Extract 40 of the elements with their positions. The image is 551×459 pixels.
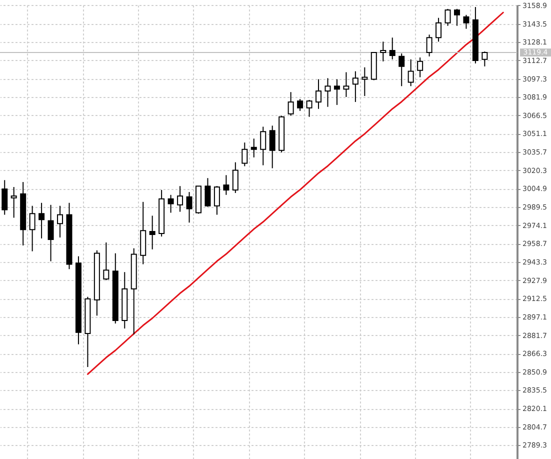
candlestick [482, 51, 488, 67]
candlestick [426, 34, 432, 57]
candlestick [362, 66, 368, 97]
candlestick [168, 194, 174, 214]
candlestick [408, 58, 414, 87]
candlestick [48, 204, 54, 262]
candlestick [38, 202, 45, 239]
candlestick [343, 72, 350, 98]
candlestick [223, 174, 230, 196]
candlestick [177, 186, 184, 212]
candlestick [444, 8, 451, 26]
candlestick [380, 41, 386, 62]
candlestick [288, 92, 294, 116]
candlestick [242, 142, 248, 167]
candlestick [2, 180, 8, 216]
candlestick [149, 215, 156, 250]
line-series [86, 12, 504, 375]
candlestick [436, 17, 442, 42]
candlestick [417, 56, 424, 78]
candlestick [297, 98, 304, 112]
candlestick [214, 186, 220, 216]
candlestick [334, 78, 340, 106]
candlestick [57, 205, 64, 238]
candlestick [232, 162, 238, 194]
candlestick [10, 186, 17, 218]
candlestick [260, 126, 266, 166]
candlestick [103, 242, 110, 281]
candlestick [29, 205, 36, 252]
candlestick [398, 52, 405, 87]
candlestick [352, 70, 358, 102]
candlestick [316, 78, 322, 110]
candlestick [250, 138, 257, 158]
candlestick [269, 125, 276, 169]
candlestick [324, 78, 331, 108]
candlestick [454, 8, 460, 26]
candlestick [186, 192, 192, 224]
candlestick [204, 178, 211, 208]
candlestick [463, 14, 470, 30]
candlestick [306, 99, 312, 118]
candlestick [389, 37, 396, 60]
